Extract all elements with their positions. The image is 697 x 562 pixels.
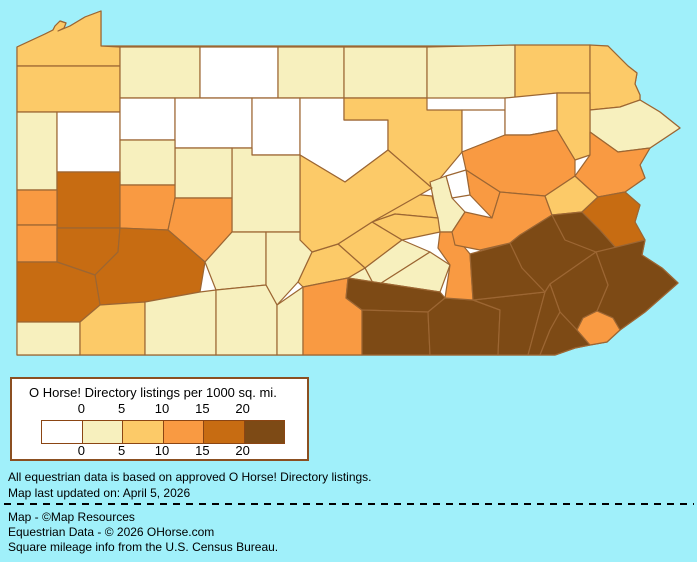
county-mercer [16, 111, 58, 191]
county-cameron [251, 97, 301, 156]
legend-tick-15: 15 [195, 401, 210, 416]
county-erie [16, 10, 121, 67]
legend-tick-0: 0 [77, 401, 85, 416]
legend-title: O Horse! Directory listings per 1000 sq.… [29, 385, 277, 400]
county-lawrence [16, 189, 58, 226]
legend-tick-20: 20 [235, 443, 250, 458]
county-forest [119, 97, 176, 141]
county-butler [56, 171, 121, 229]
county-tioga [343, 46, 428, 99]
legend-tick-15: 15 [195, 443, 210, 458]
county-wayne [589, 44, 641, 111]
legend-tick-10: 10 [154, 401, 170, 416]
county-crawford [16, 65, 121, 113]
legend-tick-5: 5 [118, 401, 126, 416]
county-philadelphia [576, 310, 621, 346]
county-adams [361, 309, 431, 356]
county-armstrong [119, 184, 176, 231]
county-warren [119, 46, 201, 99]
legend-tick-0: 0 [77, 443, 85, 458]
legend-swatch-4 [203, 421, 244, 443]
county-clarion [119, 139, 176, 186]
county-bedford [215, 284, 278, 356]
county-bradford [426, 44, 516, 99]
footer-updated-note: Map last updated on: April 5, 2026 [8, 486, 191, 500]
county-jefferson [174, 147, 233, 199]
county-potter [277, 46, 345, 99]
legend-swatch-2 [122, 421, 163, 443]
legend-swatch-1 [81, 421, 122, 443]
legend-swatch-3 [162, 421, 203, 443]
credit-census: Square mileage info from the U.S. Census… [8, 540, 279, 554]
county-beaver [16, 224, 58, 263]
county-monroe [574, 131, 651, 198]
legend-swatch-0 [42, 421, 82, 443]
footer-data-note: All equestrian data is based on approved… [8, 470, 372, 484]
county-susquehanna [514, 44, 591, 99]
credit-map-source: Map - ©Map Resources [8, 510, 135, 524]
county-greene [16, 321, 81, 356]
legend-tick-10: 10 [154, 443, 170, 458]
dashed-divider [4, 503, 694, 505]
legend-color-bar [41, 420, 285, 444]
county-somerset [144, 289, 217, 356]
pennsylvania-choropleth-map [16, 10, 681, 356]
county-venango [56, 111, 121, 173]
county-clearfield [231, 147, 301, 233]
county-elk [174, 97, 253, 149]
county-wyoming [504, 92, 558, 136]
county-mckean [199, 46, 279, 99]
legend-box: O Horse! Directory listings per 1000 sq.… [10, 377, 309, 461]
legend-tick-5: 5 [118, 443, 126, 458]
legend-tick-20: 20 [235, 401, 250, 416]
county-northampton [581, 191, 646, 249]
credit-equestrian-data: Equestrian Data - © 2026 OHorse.com [8, 525, 215, 539]
legend-swatch-5 [243, 421, 284, 443]
